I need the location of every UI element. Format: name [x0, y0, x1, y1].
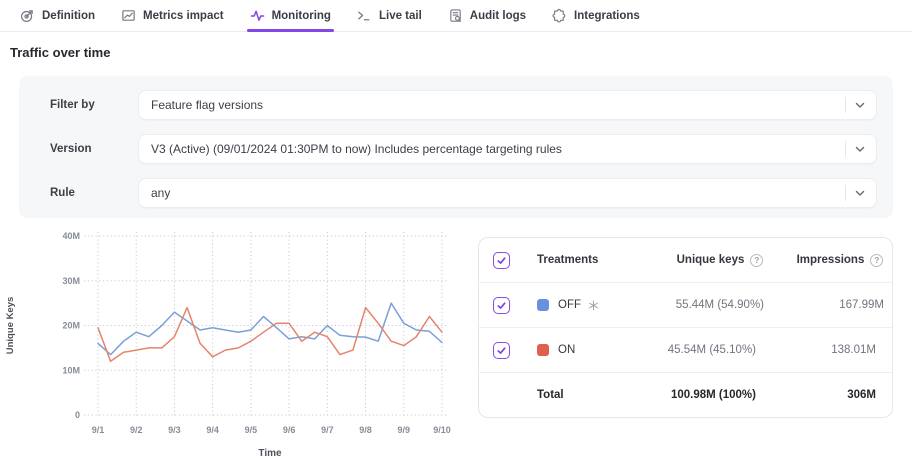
chevron-down-icon [854, 143, 866, 155]
select-all-checkbox[interactable] [493, 251, 510, 269]
terminal-icon [357, 8, 372, 23]
x-tick-label: 9/5 [245, 425, 258, 435]
default-treatment-icon [588, 300, 599, 311]
x-tick-label: 9/9 [398, 425, 411, 435]
tab-label: Integrations [574, 9, 640, 22]
y-tick-label: 0 [75, 410, 80, 420]
off-color-swatch [537, 299, 549, 311]
y-tick-label: 20M [62, 321, 80, 331]
chevron-down-icon [854, 99, 866, 111]
x-tick-label: 9/7 [321, 425, 334, 435]
version-row: Version V3 (Active) (09/01/2024 01:30PM … [50, 134, 877, 164]
metrics-chart-icon [121, 8, 136, 23]
x-tick-label: 9/3 [168, 425, 181, 435]
audit-document-icon [448, 8, 463, 23]
filter-by-row: Filter by Feature flag versions [50, 90, 877, 120]
on-impressions-value: 138.01M [831, 344, 876, 356]
y-tick-label: 10M [62, 365, 80, 375]
x-tick-label: 9/8 [359, 425, 372, 435]
x-axis-title: Time [258, 448, 282, 459]
puzzle-icon [552, 8, 567, 23]
treatment-row-on: ON 45.54M (45.10%) 138.01M [479, 328, 892, 373]
select-all-cell [493, 251, 537, 269]
filter-panel: Filter by Feature flag versions Version … [19, 76, 893, 218]
total-label: Total [537, 389, 564, 401]
impressions-help-icon[interactable]: ? [870, 253, 884, 267]
off-treatment-checkbox[interactable] [493, 296, 510, 314]
version-select[interactable]: V3 (Active) (09/01/2024 01:30PM to now) … [138, 134, 877, 164]
tab-monitoring[interactable]: Monitoring [246, 0, 335, 32]
off-treatment-name-cell: OFF [537, 299, 599, 311]
filter-by-select[interactable]: Feature flag versions [138, 90, 877, 120]
tab-label: Monitoring [271, 9, 331, 22]
x-tick-label: 9/10 [433, 425, 451, 435]
x-tick-label: 9/1 [92, 425, 105, 435]
traffic-chart-svg: 0 10M 20M 30M 40M 9/1 9/2 9/3 9/4 9/5 9/6 9/7 9/8 9/9… [5, 231, 451, 459]
treatment-name: OFF [558, 299, 581, 311]
total-row: Total 100.98M (100%) 306M [479, 373, 892, 417]
traffic-over-time-chart: 0 10M 20M 30M 40M 9/1 9/2 9/3 9/4 9/5 9/6 9/7 9/8 9/9… [0, 225, 470, 470]
series-line-off [97, 302, 443, 356]
total-unique-keys-value: 100.98M (100%) [670, 389, 756, 401]
x-tick-label: 9/4 [206, 425, 219, 435]
row-checkbox-cell [493, 341, 537, 359]
select-divider [845, 97, 846, 113]
filter-by-value: Feature flag versions [151, 98, 264, 112]
tab-label: Definition [42, 9, 96, 22]
y-tick-label: 40M [62, 231, 80, 241]
target-icon [20, 8, 35, 23]
tab-metrics-impact[interactable]: Metrics impact [121, 0, 224, 31]
impressions-column-header: Impressions ? [763, 253, 884, 267]
select-divider [845, 141, 846, 157]
y-tick-label: 30M [62, 276, 80, 286]
tab-audit-logs[interactable]: Audit logs [448, 0, 526, 31]
chevron-down-icon [854, 187, 866, 199]
off-impressions-value: 167.99M [839, 299, 884, 311]
on-unique-keys-value: 45.54M (45.10%) [667, 344, 756, 356]
tab-label: Metrics impact [143, 9, 224, 22]
treatment-name: ON [558, 344, 576, 356]
tab-bar: Definition Metrics impact Monitoring [0, 0, 912, 32]
rule-select[interactable]: any [138, 178, 877, 208]
version-value: V3 (Active) (09/01/2024 01:30PM to now) … [151, 142, 562, 156]
x-tick-label: 9/2 [130, 425, 143, 435]
on-treatment-checkbox[interactable] [493, 341, 510, 359]
rule-value: any [151, 186, 171, 200]
unique-keys-column-header: Unique keys ? [598, 253, 764, 267]
page-title: Traffic over time [10, 45, 111, 60]
row-checkbox-cell [493, 296, 537, 314]
rule-label: Rule [50, 187, 75, 199]
tab-label: Live tail [378, 9, 422, 22]
activity-pulse-icon [250, 8, 265, 23]
total-impressions-value: 306M [847, 389, 876, 401]
treatments-table-header: Treatments Unique keys ? Impressions ? [479, 238, 892, 283]
tab-live-tail[interactable]: Live tail [357, 0, 422, 31]
series-line-on [97, 306, 443, 363]
tab-definition[interactable]: Definition [20, 0, 95, 31]
select-divider [845, 185, 846, 201]
treatment-row-off: OFF 55.44M (54.90%) 167.99M [479, 283, 892, 328]
filter-by-label: Filter by [50, 99, 95, 111]
unique-keys-help-icon[interactable]: ? [750, 253, 764, 267]
tab-label: Audit logs [469, 9, 527, 22]
x-tick-label: 9/6 [283, 425, 296, 435]
on-color-swatch [537, 344, 549, 356]
treatments-column-header: Treatments [537, 254, 599, 266]
on-treatment-name-cell: ON [537, 344, 591, 356]
off-unique-keys-value: 55.44M (54.90%) [675, 299, 764, 311]
tab-integrations[interactable]: Integrations [552, 0, 640, 31]
treatments-table: Treatments Unique keys ? Impressions ? O… [478, 237, 893, 418]
rule-row: Rule any [50, 178, 877, 208]
y-axis-title: Unique Keys [5, 297, 16, 355]
version-label: Version [50, 143, 92, 155]
